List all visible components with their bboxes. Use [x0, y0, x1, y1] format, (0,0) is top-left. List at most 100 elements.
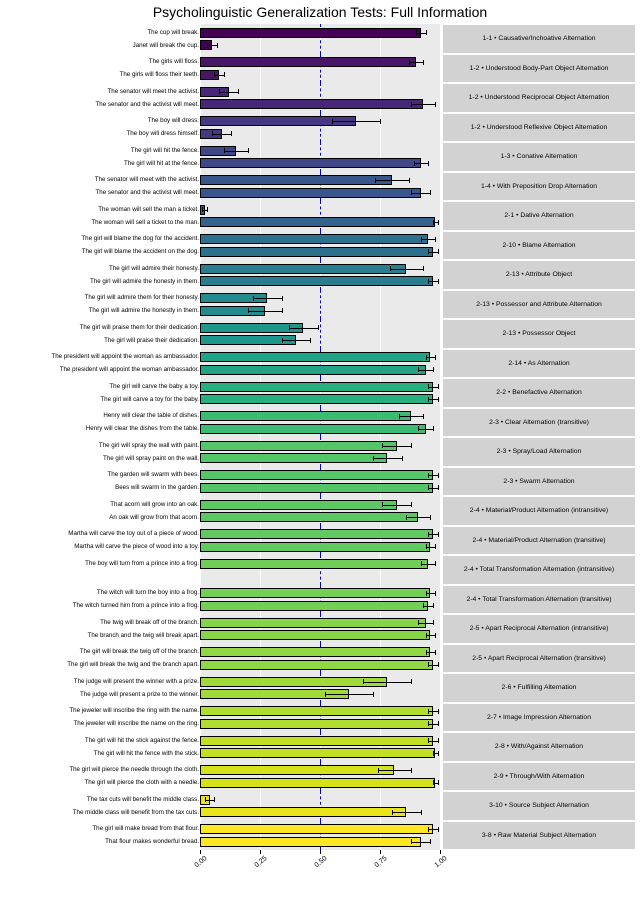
- plot-area: [200, 24, 440, 54]
- plot-area: [200, 791, 440, 821]
- plot-area: [200, 762, 440, 792]
- bar: [200, 824, 433, 834]
- reference-line: [320, 319, 321, 349]
- facet-strip: 3-8 • Raw Material Subject Alternation: [442, 821, 636, 851]
- facet-strip-label: 2-14 • As Alternation: [508, 360, 569, 367]
- bar-label: The cup will break.: [3, 29, 199, 36]
- facet-strip: 2-13 • Possessor Object: [442, 319, 636, 349]
- bar-label: The twig will break off of the branch.: [3, 619, 199, 626]
- chart-title: Psycholinguistic Generalization Tests: F…: [0, 4, 640, 20]
- bar-label: The girls will floss their teeth.: [3, 71, 199, 78]
- bar-label: The girls will floss.: [3, 58, 199, 65]
- bar: [200, 807, 406, 817]
- facet-strip-label: 2-5 • Apart Reciprocal Alternation (intr…: [470, 625, 609, 632]
- bar: [200, 559, 428, 569]
- bar-label: The girl will pierce the needle through …: [3, 766, 199, 773]
- bar: [200, 470, 433, 480]
- bar-label: The senator will meet the activist.: [3, 88, 199, 95]
- panel: The girl will carve the baby a toy.The g…: [0, 378, 640, 408]
- bar-label: The boy will turn from a prince into a f…: [3, 560, 199, 567]
- bar-label: Henry will clear the dishes from the tab…: [3, 425, 199, 432]
- panel: The girl will break the twig off of the …: [0, 644, 640, 674]
- bar-label: Martha will carve the piece of wood into…: [3, 543, 199, 550]
- panel: The garden will swarm with bees.Bees wil…: [0, 467, 640, 497]
- bar: [200, 175, 392, 185]
- plot-area: [200, 437, 440, 467]
- bar-label: The girl will make bread from that flour…: [3, 825, 199, 832]
- bar: [200, 660, 433, 670]
- panel: The president will appoint the woman as …: [0, 349, 640, 379]
- bar-label: The senator and the activist will meet.: [3, 101, 199, 108]
- bar-label: Martha will carve the toy out of a piece…: [3, 530, 199, 537]
- facet-strip-label: 2-3 • Spray/Load Alternation: [497, 448, 582, 455]
- bar: [200, 765, 394, 775]
- bar: [200, 158, 421, 168]
- facet-strip-label: 2-9 • Through/With Alternation: [494, 773, 585, 780]
- facet-strip-label: 2-2 • Benefactive Alternation: [496, 389, 582, 396]
- bar-label: Janet will break the cup.: [3, 42, 199, 49]
- facet-strip-label: 2-4 • Total Transformation Alternation (…: [466, 596, 611, 603]
- bar-label: The girl will pierce the cloth with a ne…: [3, 779, 199, 786]
- facet-strip-label: 2-8 • With/Against Alternation: [495, 743, 583, 750]
- facet-strip: 2-3 • Swarm Alternation: [442, 467, 636, 497]
- panel: The woman will sell the man a ticket.The…: [0, 201, 640, 231]
- facet-strip: 2-10 • Blame Alternation: [442, 231, 636, 261]
- bar: [200, 542, 430, 552]
- bar: [200, 748, 435, 758]
- bar: [200, 588, 430, 598]
- plot-area: [200, 319, 440, 349]
- plot-area: [200, 555, 440, 585]
- facet-strip-label: 2-4 • Material/Product Alternation (tran…: [472, 537, 605, 544]
- facet-strip: 2-3 • Clear Alternation (transitive): [442, 408, 636, 438]
- reference-line: [320, 290, 321, 320]
- plot-area: [200, 526, 440, 556]
- facet-strip-label: 1-1 • Causative/Inchoative Alternation: [482, 35, 595, 42]
- bar-label: The senator will meet with the activist.: [3, 176, 199, 183]
- bar-label: The jeweler will inscribe the name on th…: [3, 720, 199, 727]
- plot-area: [200, 290, 440, 320]
- facet-strip-label: 2-3 • Clear Alternation (transitive): [489, 419, 589, 426]
- panel: The girl will pierce the needle through …: [0, 762, 640, 792]
- bar: [200, 630, 430, 640]
- panel: The girl will spray the wall with paint.…: [0, 437, 640, 467]
- facet-strip: 2-9 • Through/With Alternation: [442, 762, 636, 792]
- facet-strip: 1-2 • Understood Reflexive Object Altern…: [442, 113, 636, 143]
- bar-label: The president will appoint the woman amb…: [3, 366, 199, 373]
- bar-label: The branch and the twig will break apart…: [3, 632, 199, 639]
- facet-strip: 2-6 • Fulfilling Alternation: [442, 673, 636, 703]
- bar-label: The girl will blame the accident on the …: [3, 248, 199, 255]
- bar: [200, 778, 435, 788]
- panel: The girl will hit the fence.The girl wil…: [0, 142, 640, 172]
- bar: [200, 382, 433, 392]
- plot-area: [200, 378, 440, 408]
- facet-strip: 2-4 • Material/Product Alternation (tran…: [442, 526, 636, 556]
- plot-area: [200, 821, 440, 851]
- panel: The senator will meet the activist. The s…: [0, 83, 640, 113]
- panel: The boy will turn from a prince into a f…: [0, 555, 640, 585]
- panel: Henry will clear the table of dishes.Hen…: [0, 408, 640, 438]
- bar-label: The middle class will benefit from the t…: [3, 809, 199, 816]
- facet-strip-label: 2-5 • Apart Reciprocal Alternation (tran…: [472, 655, 605, 662]
- bar-label: The woman will sell a ticket to the man.: [3, 219, 199, 226]
- bar-label: The girl will admire their honesty.: [3, 265, 199, 272]
- x-tick-label: 1.00: [426, 855, 449, 876]
- bar: [200, 323, 303, 333]
- bar-label: The girl will admire the honesty in them…: [3, 278, 199, 285]
- plot-area: [200, 142, 440, 172]
- facet-strip-label: 2-7 • Image Impression Alternation: [487, 714, 591, 721]
- bar: [200, 736, 433, 746]
- bar: [200, 512, 418, 522]
- facet-strip: 1-2 • Understood Reciprocal Object Alter…: [442, 83, 636, 113]
- facet-strip-label: 3-8 • Raw Material Subject Alternation: [482, 832, 596, 839]
- panel: The girl will praise them for their dedi…: [0, 319, 640, 349]
- bar: [200, 247, 433, 257]
- plot-area: [200, 349, 440, 379]
- facet-strip-label: 2-13 • Possessor and Attribute Alternati…: [476, 301, 602, 308]
- facet-strip-label: 3-10 • Source Subject Alternation: [489, 802, 589, 809]
- bar-label: The boy will dress himself.: [3, 130, 199, 137]
- panel: The girl will admire them for their hone…: [0, 290, 640, 320]
- panel: The twig will break off of the branch. Th…: [0, 614, 640, 644]
- plot-area: [200, 703, 440, 733]
- bar-label: The witch will turn the boy into a frog.: [3, 589, 199, 596]
- bar: [200, 264, 406, 274]
